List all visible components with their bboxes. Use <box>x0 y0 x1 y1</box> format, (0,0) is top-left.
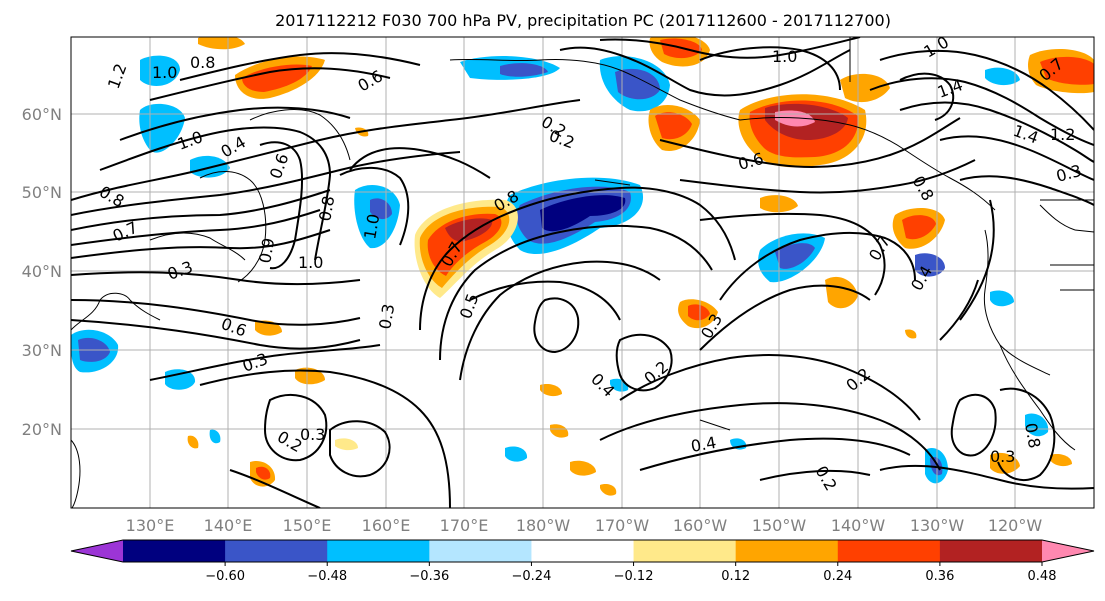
precip-blob <box>500 63 548 77</box>
precip-blob <box>550 424 569 438</box>
colorbar-tick-label: −0.36 <box>409 569 449 584</box>
precip-blob <box>242 64 312 92</box>
colorbar-tick-label: 0.12 <box>721 569 750 584</box>
precip-blob <box>445 218 493 242</box>
precip-blob <box>902 215 936 240</box>
colorbar-tick-label: −0.24 <box>512 569 552 584</box>
contour-label: 0.3 <box>990 447 1015 466</box>
precip-blob <box>540 195 626 232</box>
lon-label: 150°W <box>752 516 807 535</box>
precip-blob <box>187 435 199 449</box>
precip-blob <box>655 112 692 140</box>
colorbar-segment <box>531 540 635 562</box>
colorbar-segment <box>939 540 1043 562</box>
precip-blob <box>1040 56 1094 85</box>
lat-label: 60°N <box>22 105 62 124</box>
colorbar-outline <box>70 539 1095 563</box>
colorbar-segment <box>327 540 430 562</box>
colorbar-tick-label: 0.24 <box>823 569 852 584</box>
lon-label: 140°E <box>204 516 253 535</box>
colorbar-tick-label: −0.60 <box>205 569 245 584</box>
lon-label: 130°E <box>126 516 175 535</box>
lon-label: 180°W <box>516 516 571 535</box>
longitude-labels: 130°E 140°E 150°E 160°E 170°E 180°W 170°… <box>126 516 1043 535</box>
coastlines <box>71 37 1094 508</box>
lon-label: 120°W <box>988 516 1043 535</box>
precip-blob <box>540 384 562 397</box>
colorbar-extend-low <box>71 540 123 562</box>
precip-blob <box>990 290 1014 307</box>
contour-label: 0.3 <box>300 425 325 444</box>
precip-blob <box>570 460 596 476</box>
lon-label: 160°E <box>362 516 411 535</box>
lon-label: 170°W <box>595 516 650 535</box>
precip-blob <box>688 304 710 321</box>
precip-blob <box>1050 454 1072 467</box>
contour-label: 0.9 <box>255 236 278 264</box>
precip-blob <box>775 243 815 269</box>
precip-blob <box>335 438 358 451</box>
colorbar-tick-label: 0.48 <box>1028 569 1057 584</box>
contour-label: 1.0 <box>298 253 323 272</box>
precip-blob <box>985 67 1020 86</box>
colorbar-segment <box>225 540 328 562</box>
precip-blob <box>840 73 890 103</box>
precip-blob <box>825 276 858 309</box>
colorbar-tick-label: −0.48 <box>307 569 347 584</box>
contour-label: 0.8 <box>190 53 215 72</box>
colorbar-segment <box>837 540 941 562</box>
precip-blob <box>198 37 245 50</box>
precip-blob <box>209 429 221 444</box>
contour-label: 0.8 <box>315 194 338 222</box>
precip-blob <box>505 446 528 462</box>
precip-blob <box>600 484 617 496</box>
colorbar: −0.60 −0.48 −0.36 −0.24 −0.12 0.12 0.24 0.36 0.4… <box>70 539 1095 584</box>
colorbar-segment <box>123 540 226 562</box>
latitude-labels: 60°N 50°N 40°N 30°N 20°N <box>22 105 62 439</box>
lat-label: 50°N <box>22 183 62 202</box>
precip-blob <box>256 466 271 480</box>
contour-label: 0.3 <box>375 302 398 330</box>
contour-label: 1.0 <box>360 212 383 240</box>
precip-blob <box>139 103 185 153</box>
lon-label: 170°E <box>440 516 489 535</box>
precip-anomaly-fills <box>71 37 1094 496</box>
precip-blob <box>990 452 1020 474</box>
lat-label: 40°N <box>22 262 62 281</box>
colorbar-tick-label: 0.36 <box>925 569 954 584</box>
figure-title: 2017112212 F030 700 hPa PV, precipitatio… <box>275 11 891 30</box>
colorbar-segment <box>633 540 737 562</box>
precip-blob <box>905 329 917 339</box>
contour-label: 1.0 <box>152 63 177 82</box>
map-frame <box>70 36 1095 509</box>
lon-label: 150°E <box>283 516 332 535</box>
colorbar-extend-high <box>1042 540 1094 562</box>
map-area: 1.2 1.0 0.8 0.6 1.0 0.8 0.7 0.6 0.3 0.4 … <box>71 37 1094 508</box>
contour-label: 1.2 <box>1050 125 1075 144</box>
lon-label: 130°W <box>910 516 965 535</box>
pv-contours <box>71 37 1094 508</box>
colorbar-segment <box>735 540 839 562</box>
contour-label: 0.8 <box>1021 421 1044 449</box>
precip-blob <box>1025 413 1049 437</box>
contour-label: 1.0 <box>772 47 797 66</box>
lat-label: 30°N <box>22 341 62 360</box>
precip-blob <box>615 68 660 100</box>
lon-label: 140°W <box>831 516 886 535</box>
lat-label: 20°N <box>22 420 62 439</box>
colorbar-tick-label: −0.12 <box>614 569 654 584</box>
colorbar-segment <box>429 540 532 562</box>
contour-label: 0.4 <box>689 433 717 456</box>
lon-label: 160°W <box>673 516 728 535</box>
